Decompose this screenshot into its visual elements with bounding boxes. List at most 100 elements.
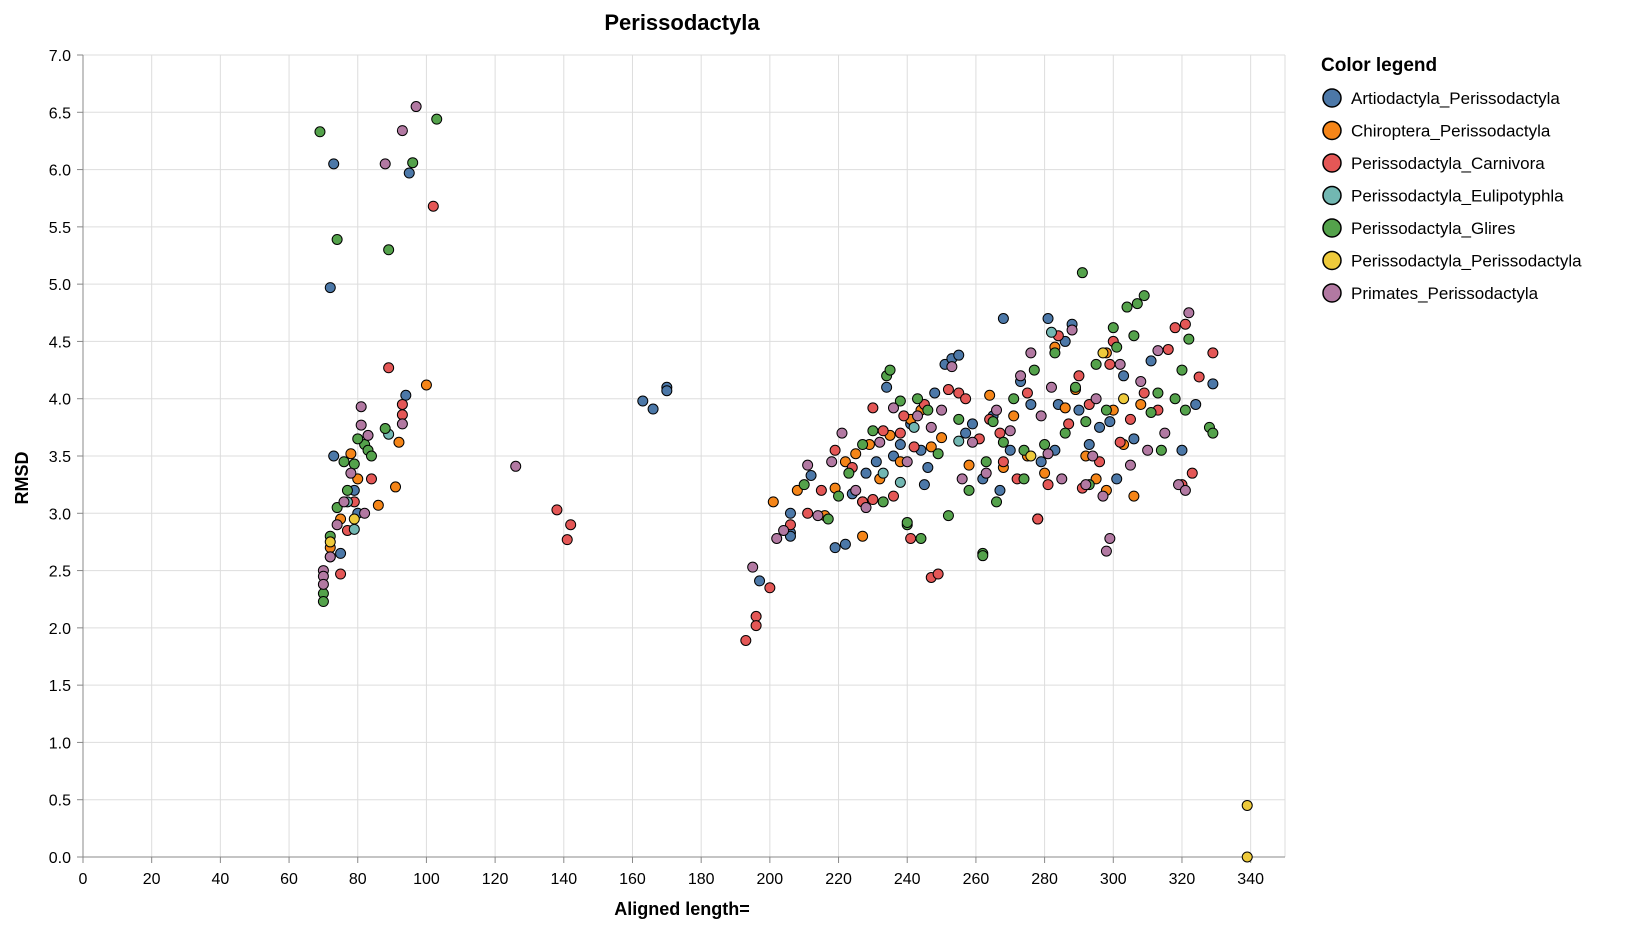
legend-label: Artiodactyla_Perissodactyla (1351, 89, 1560, 108)
data-point (1145, 406, 1157, 418)
data-point (994, 427, 1006, 439)
legend-items: Artiodactyla_Perissodactyla Chiroptera_Pe… (1322, 88, 1582, 303)
data-point (829, 542, 841, 554)
x-tick-label: 80 (349, 871, 367, 888)
y-tick-label: 1.5 (49, 678, 71, 695)
legend-swatch (1322, 88, 1342, 108)
data-point (963, 459, 975, 471)
data-point (1138, 290, 1150, 302)
x-tick-label: 240 (894, 871, 921, 888)
data-point (348, 458, 360, 470)
data-point (754, 575, 766, 587)
data-point (1138, 387, 1150, 399)
data-point (565, 519, 577, 531)
data-point (407, 157, 419, 169)
data-point (805, 469, 817, 481)
legend-label: Chiroptera_Perissodactyla (1351, 122, 1551, 141)
data-point (881, 381, 893, 393)
data-point (1100, 545, 1112, 557)
data-point (771, 532, 783, 544)
data-point (341, 484, 353, 496)
data-point (1114, 436, 1126, 448)
data-point (345, 448, 357, 460)
y-tick-label: 0.0 (49, 850, 71, 867)
data-point (1028, 364, 1040, 376)
x-tick-label: 160 (619, 871, 646, 888)
data-point (396, 398, 408, 410)
data-point (372, 499, 384, 511)
data-point (857, 439, 869, 451)
data-point (1186, 467, 1198, 479)
data-point (925, 441, 937, 453)
y-tick-label: 1.0 (49, 735, 71, 752)
y-tick-label: 4.5 (49, 334, 71, 351)
data-point (1097, 490, 1109, 502)
data-point (1018, 473, 1030, 485)
data-point (1128, 490, 1140, 502)
data-point (953, 413, 965, 425)
data-point (960, 393, 972, 405)
y-tick-label: 2.0 (49, 621, 71, 638)
data-point (331, 233, 343, 245)
data-point (324, 536, 336, 548)
data-point (867, 494, 879, 506)
y-tick-label: 5.0 (49, 277, 71, 294)
data-point (379, 423, 391, 435)
x-tick-label: 180 (688, 871, 715, 888)
data-point (750, 610, 762, 622)
data-point (1025, 450, 1037, 462)
x-tick-label: 200 (757, 871, 784, 888)
data-point (1179, 484, 1191, 496)
data-point (1076, 267, 1088, 279)
data-point (1090, 393, 1102, 405)
data-point (867, 402, 879, 414)
data-point (802, 507, 814, 519)
data-point (912, 410, 924, 422)
data-point (1021, 387, 1033, 399)
data-point (1152, 345, 1164, 357)
data-point (362, 429, 374, 441)
data-point (1094, 421, 1106, 433)
x-tick-label: 60 (280, 871, 298, 888)
data-point (942, 384, 954, 396)
data-point (1032, 513, 1044, 525)
x-tick-label: 260 (963, 871, 990, 888)
data-point (1107, 322, 1119, 334)
data-point (1183, 307, 1195, 319)
data-point (1179, 404, 1191, 416)
x-tick-label: 320 (1169, 871, 1196, 888)
data-point (1104, 358, 1116, 370)
legend-label: Perissodactyla_Eulipotyphla (1351, 187, 1564, 206)
data-point (987, 416, 999, 428)
data-point (420, 379, 432, 391)
x-tick-label: 120 (482, 871, 509, 888)
data-point (932, 568, 944, 580)
data-point (1035, 410, 1047, 422)
data-point (953, 349, 965, 361)
data-point (977, 550, 989, 562)
data-point (1097, 347, 1109, 359)
data-point (905, 532, 917, 544)
data-point (1045, 326, 1057, 338)
data-point (908, 421, 920, 433)
data-point (822, 513, 834, 525)
data-point (1056, 473, 1068, 485)
data-point (815, 484, 827, 496)
data-point (1207, 427, 1219, 439)
data-point (1042, 448, 1054, 460)
data-point (997, 436, 1009, 448)
data-point (912, 393, 924, 405)
data-point (764, 582, 776, 594)
data-point (1124, 413, 1136, 425)
x-axis-title: Aligned length= (614, 899, 750, 919)
data-point (747, 561, 759, 573)
data-point (1087, 450, 1099, 462)
data-point (348, 513, 360, 525)
data-point (1159, 427, 1171, 439)
data-point (1135, 398, 1147, 410)
data-point (1008, 393, 1020, 405)
data-point (778, 524, 790, 536)
data-point (946, 361, 958, 373)
data-point (647, 403, 659, 415)
chart-title: Perissodactyla (604, 10, 760, 35)
